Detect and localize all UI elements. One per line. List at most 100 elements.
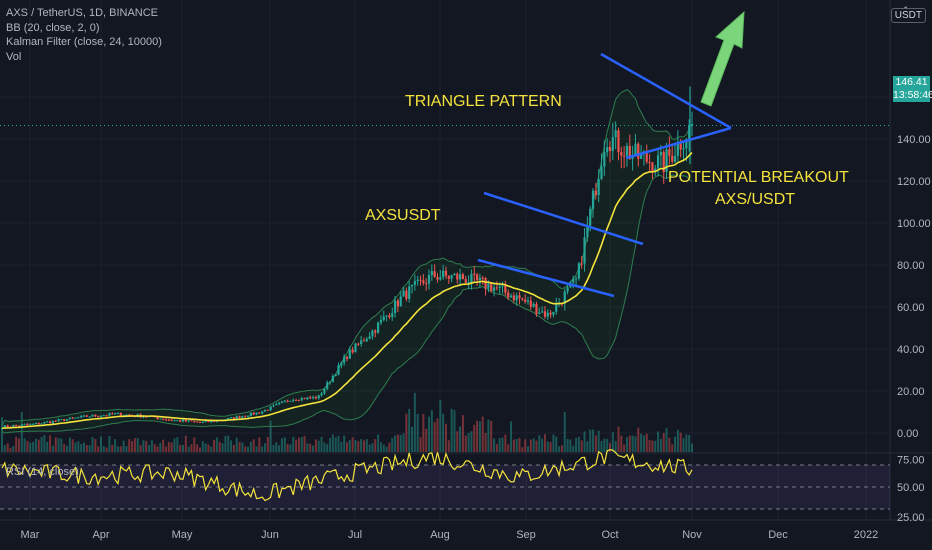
candle-body bbox=[399, 296, 402, 307]
candle-body bbox=[427, 275, 431, 284]
candle-body bbox=[552, 311, 555, 315]
volume-bar bbox=[577, 436, 580, 452]
volume-bar bbox=[34, 438, 37, 452]
volume-bar bbox=[498, 438, 501, 452]
candle-body bbox=[580, 263, 583, 265]
candle-body bbox=[266, 409, 269, 411]
volume-bar bbox=[181, 445, 184, 452]
volume-bar bbox=[227, 435, 230, 452]
candle-body bbox=[65, 419, 69, 421]
candle-body bbox=[99, 415, 103, 417]
indicator-volume[interactable]: Vol bbox=[6, 50, 22, 63]
candle-body bbox=[365, 338, 368, 342]
candle-body bbox=[323, 388, 326, 394]
candle-body bbox=[606, 146, 609, 153]
candle-body bbox=[377, 322, 380, 333]
candle-body bbox=[179, 420, 182, 422]
candle-body bbox=[623, 155, 626, 157]
candle-body bbox=[679, 141, 682, 150]
candle-body bbox=[651, 162, 654, 172]
candle-body bbox=[690, 123, 694, 126]
volume-bar bbox=[309, 443, 312, 452]
volume-bar bbox=[625, 437, 628, 452]
volume-bar bbox=[594, 435, 597, 452]
indicator-bb[interactable]: BB (20, close, 2, 0) bbox=[6, 21, 100, 34]
candle-body bbox=[241, 416, 244, 418]
volume-bar bbox=[312, 445, 315, 452]
volume-bar bbox=[317, 440, 320, 452]
kalman-filter-line bbox=[1, 152, 693, 430]
volume-bar bbox=[563, 412, 566, 452]
volume-bar bbox=[351, 437, 354, 452]
candle-body bbox=[362, 340, 366, 342]
volume-bar bbox=[521, 447, 524, 452]
candle-body bbox=[263, 409, 267, 412]
candle-body bbox=[320, 393, 323, 396]
volume-bar bbox=[258, 437, 261, 452]
rsi-axis: 75.00 50.00 25.00 bbox=[897, 455, 925, 525]
volume-bar bbox=[26, 440, 29, 452]
volume-bar bbox=[620, 435, 623, 452]
candle-body bbox=[102, 415, 105, 417]
volume-bar bbox=[221, 443, 224, 452]
candle-body bbox=[637, 143, 640, 159]
candle-body bbox=[470, 273, 473, 283]
volume-bar bbox=[235, 437, 238, 452]
volume-bar bbox=[54, 437, 57, 452]
volume-bar bbox=[173, 438, 176, 452]
candle-body bbox=[252, 412, 255, 415]
volume-bar bbox=[218, 441, 221, 452]
candle-body bbox=[15, 425, 18, 427]
volume-bar bbox=[51, 445, 54, 452]
volume-bar bbox=[159, 442, 162, 452]
candle-body bbox=[6, 425, 9, 427]
volume-bar bbox=[306, 443, 309, 452]
time-tick-label: Sep bbox=[516, 529, 536, 541]
volume-bar bbox=[128, 439, 131, 452]
symbol-title[interactable]: AXS / TetherUS, 1D, BINANCE bbox=[6, 7, 159, 19]
candle-body bbox=[40, 423, 43, 425]
candle-body bbox=[145, 416, 148, 418]
candle-body bbox=[29, 424, 32, 426]
candle-body bbox=[68, 417, 71, 420]
volume-bar bbox=[682, 438, 685, 452]
volume-bar bbox=[422, 413, 425, 452]
candle-body bbox=[63, 419, 66, 421]
candle-body bbox=[442, 270, 445, 278]
rsi-legend[interactable]: RSI (14, close) bbox=[6, 466, 79, 478]
indicator-kalman[interactable]: Kalman Filter (close, 24, 10000) bbox=[6, 36, 162, 48]
volume-bar bbox=[685, 434, 688, 452]
candle-body bbox=[645, 151, 648, 162]
candle-body bbox=[668, 149, 671, 156]
candle-body bbox=[439, 277, 442, 280]
volume-bar bbox=[586, 441, 589, 452]
candle-body bbox=[210, 420, 213, 423]
volume-bar bbox=[12, 445, 15, 452]
volume-bar bbox=[139, 445, 142, 452]
candle-body bbox=[444, 270, 448, 276]
volume-bar bbox=[484, 432, 487, 452]
volume-bar bbox=[176, 437, 179, 452]
volume-bar bbox=[385, 446, 388, 452]
volume-bar bbox=[487, 419, 490, 452]
currency-badge[interactable]: USDT bbox=[890, 8, 926, 23]
trend-drawings bbox=[477, 10, 745, 298]
volume-bar bbox=[215, 437, 218, 452]
volume-bar bbox=[244, 446, 247, 452]
candle-body bbox=[294, 399, 298, 401]
volume-bar bbox=[560, 445, 563, 452]
candle-body bbox=[326, 382, 329, 389]
volume-bar bbox=[606, 438, 609, 452]
candle-body bbox=[665, 149, 668, 172]
volume-bar bbox=[77, 441, 80, 452]
candle-body bbox=[620, 152, 623, 156]
volume-bar bbox=[360, 439, 363, 452]
candle-body bbox=[343, 356, 346, 363]
candle-body bbox=[461, 274, 465, 279]
volume-bar bbox=[119, 446, 122, 452]
time-tick-label: Aug bbox=[430, 529, 450, 541]
candle-body bbox=[181, 419, 185, 422]
volume-bar bbox=[529, 439, 532, 452]
volume-bar bbox=[97, 446, 100, 452]
